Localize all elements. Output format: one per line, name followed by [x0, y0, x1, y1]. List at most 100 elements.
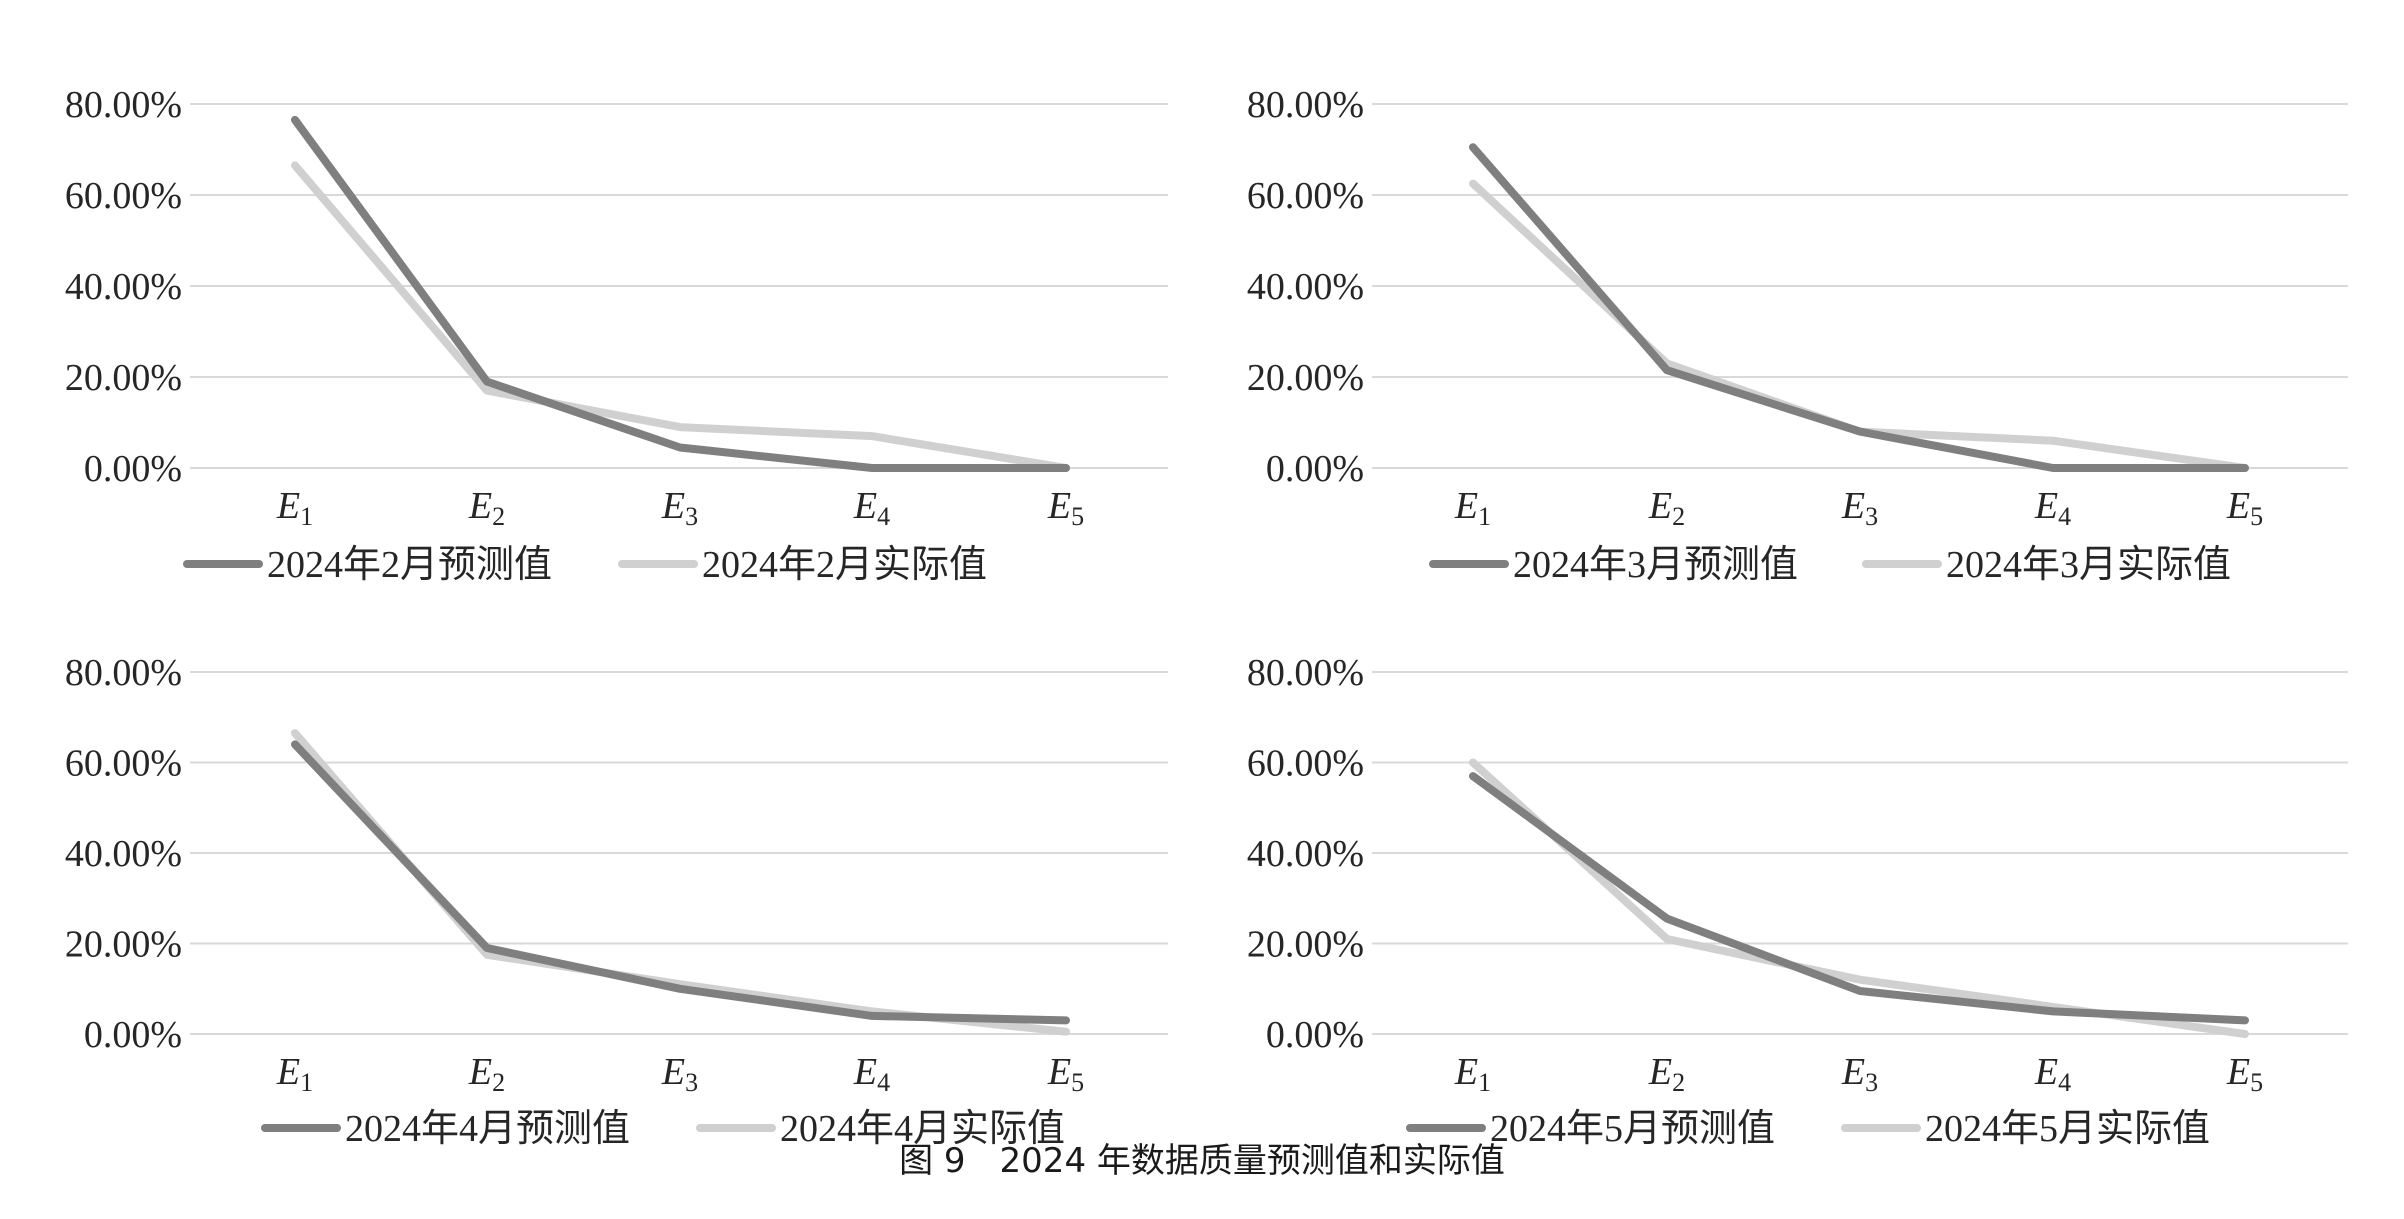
x-tick-label: E2: [1648, 485, 1685, 531]
x-tick-label: E2: [1648, 1051, 1685, 1097]
x-tick-label: E1: [276, 1051, 313, 1097]
x-tick-label: E3: [1841, 1051, 1878, 1097]
x-tick-label: E4: [853, 485, 890, 531]
x-tick-label: E3: [661, 485, 698, 531]
y-tick-label: 40.00%: [65, 833, 182, 875]
y-tick-label: 20.00%: [65, 357, 182, 399]
x-tick-label: E1: [1454, 1051, 1491, 1097]
x-tick-letter: E: [1841, 485, 1865, 527]
x-tick-label: E5: [1047, 485, 1084, 531]
x-tick-letter: E: [2226, 1051, 2250, 1093]
x-tick-letter: E: [468, 485, 492, 527]
x-tick-label: E5: [1047, 1051, 1084, 1097]
x-tick-subscript: 5: [2250, 502, 2263, 531]
legend-label: 2024年4月预测值: [345, 1108, 630, 1150]
x-tick-subscript: 4: [2058, 1068, 2071, 1097]
chart-panel-3: 0.00%20.00%40.00%60.00%80.00%E1 E2 E3 E4 E52…: [65, 652, 1168, 1150]
series-line-predicted: [1469, 143, 2249, 472]
x-tick-subscript: 3: [685, 1068, 698, 1097]
x-tick-letter: E: [661, 1051, 685, 1093]
y-tick-label: 80.00%: [1247, 84, 1364, 126]
x-tick-label: E1: [1454, 485, 1491, 531]
x-tick-subscript: 2: [1672, 502, 1685, 531]
x-tick-letter: E: [853, 485, 877, 527]
x-tick-subscript: 4: [877, 502, 890, 531]
x-tick-subscript: 1: [300, 1068, 313, 1097]
x-tick-letter: E: [1841, 1051, 1865, 1093]
x-tick-subscript: 5: [1071, 502, 1084, 531]
legend-label: 2024年3月实际值: [1946, 544, 2231, 586]
x-tick-subscript: 5: [1071, 1068, 1084, 1097]
x-tick-subscript: 3: [1865, 1068, 1878, 1097]
x-tick-subscript: 1: [300, 502, 313, 531]
chart-panel-1: 0.00%20.00%40.00%60.00%80.00%E1 E2 E3 E4 E52…: [65, 84, 1168, 586]
series-line-actual: [1469, 179, 2249, 472]
x-tick-label: E5: [2226, 485, 2263, 531]
x-tick-subscript: 3: [1865, 502, 1878, 531]
series-line-predicted: [291, 740, 1070, 1025]
y-tick-label: 60.00%: [65, 175, 182, 217]
y-tick-label: 40.00%: [65, 266, 182, 308]
legend-label: 2024年5月预测值: [1490, 1108, 1775, 1150]
x-tick-letter: E: [276, 1051, 300, 1093]
x-tick-letter: E: [1648, 485, 1672, 527]
x-tick-letter: E: [1648, 1051, 1672, 1093]
y-tick-label: 20.00%: [1247, 357, 1364, 399]
x-tick-label: E4: [853, 1051, 890, 1097]
x-tick-letter: E: [1454, 485, 1478, 527]
y-tick-label: 0.00%: [84, 1014, 182, 1056]
x-tick-subscript: 4: [877, 1068, 890, 1097]
y-tick-label: 0.00%: [1266, 448, 1364, 490]
y-tick-label: 40.00%: [1247, 833, 1364, 875]
y-tick-label: 60.00%: [1247, 175, 1364, 217]
x-tick-subscript: 1: [1478, 502, 1491, 531]
legend-label: 2024年4月实际值: [780, 1108, 1065, 1150]
series-line-predicted: [1469, 772, 2249, 1025]
x-tick-subscript: 3: [685, 502, 698, 531]
legend-label: 2024年3月预测值: [1513, 544, 1798, 586]
x-tick-label: E4: [2034, 485, 2071, 531]
y-tick-label: 80.00%: [65, 84, 182, 126]
x-tick-subscript: 2: [492, 502, 505, 531]
series-line-actual: [291, 161, 1070, 472]
x-tick-letter: E: [1047, 1051, 1071, 1093]
y-tick-label: 60.00%: [65, 743, 182, 785]
x-tick-subscript: 1: [1478, 1068, 1491, 1097]
y-tick-label: 40.00%: [1247, 266, 1364, 308]
chart-panel-2: 0.00%20.00%40.00%60.00%80.00%E1 E2 E3 E4 E52…: [1247, 84, 2348, 586]
x-tick-subscript: 2: [1672, 1068, 1685, 1097]
x-tick-label: E1: [276, 485, 313, 531]
x-tick-letter: E: [1047, 485, 1071, 527]
x-tick-label: E5: [2226, 1051, 2263, 1097]
x-tick-letter: E: [468, 1051, 492, 1093]
y-tick-label: 0.00%: [1266, 1014, 1364, 1056]
x-tick-letter: E: [1454, 1051, 1478, 1093]
x-tick-subscript: 4: [2058, 502, 2071, 531]
x-tick-letter: E: [853, 1051, 877, 1093]
legend-label: 2024年5月实际值: [1925, 1108, 2210, 1150]
x-tick-letter: E: [661, 485, 685, 527]
chart-panel-4: 0.00%20.00%40.00%60.00%80.00%E1 E2 E3 E4 E52…: [1247, 652, 2348, 1150]
legend-label: 2024年2月预测值: [267, 544, 552, 586]
x-tick-subscript: 2: [492, 1068, 505, 1097]
x-tick-label: E4: [2034, 1051, 2071, 1097]
x-tick-letter: E: [2034, 485, 2058, 527]
x-tick-letter: E: [2226, 485, 2250, 527]
y-tick-label: 80.00%: [65, 652, 182, 694]
figure-caption: 图 9 2024 年数据质量预测值和实际值: [899, 1141, 1505, 1181]
y-tick-label: 80.00%: [1247, 652, 1364, 694]
y-tick-label: 20.00%: [1247, 924, 1364, 966]
x-tick-subscript: 5: [2250, 1068, 2263, 1097]
x-tick-label: E3: [661, 1051, 698, 1097]
chart-panels: 0.00%20.00%40.00%60.00%80.00%E1 E2 E3 E4 E52…: [65, 84, 2348, 1150]
y-tick-label: 0.00%: [84, 448, 182, 490]
x-tick-letter: E: [2034, 1051, 2058, 1093]
series-line-predicted: [291, 115, 1070, 472]
legend-label: 2024年2月实际值: [702, 544, 987, 586]
x-tick-label: E2: [468, 485, 505, 531]
x-tick-label: E2: [468, 1051, 505, 1097]
y-tick-label: 20.00%: [65, 924, 182, 966]
y-tick-label: 60.00%: [1247, 743, 1364, 785]
x-tick-label: E3: [1841, 485, 1878, 531]
